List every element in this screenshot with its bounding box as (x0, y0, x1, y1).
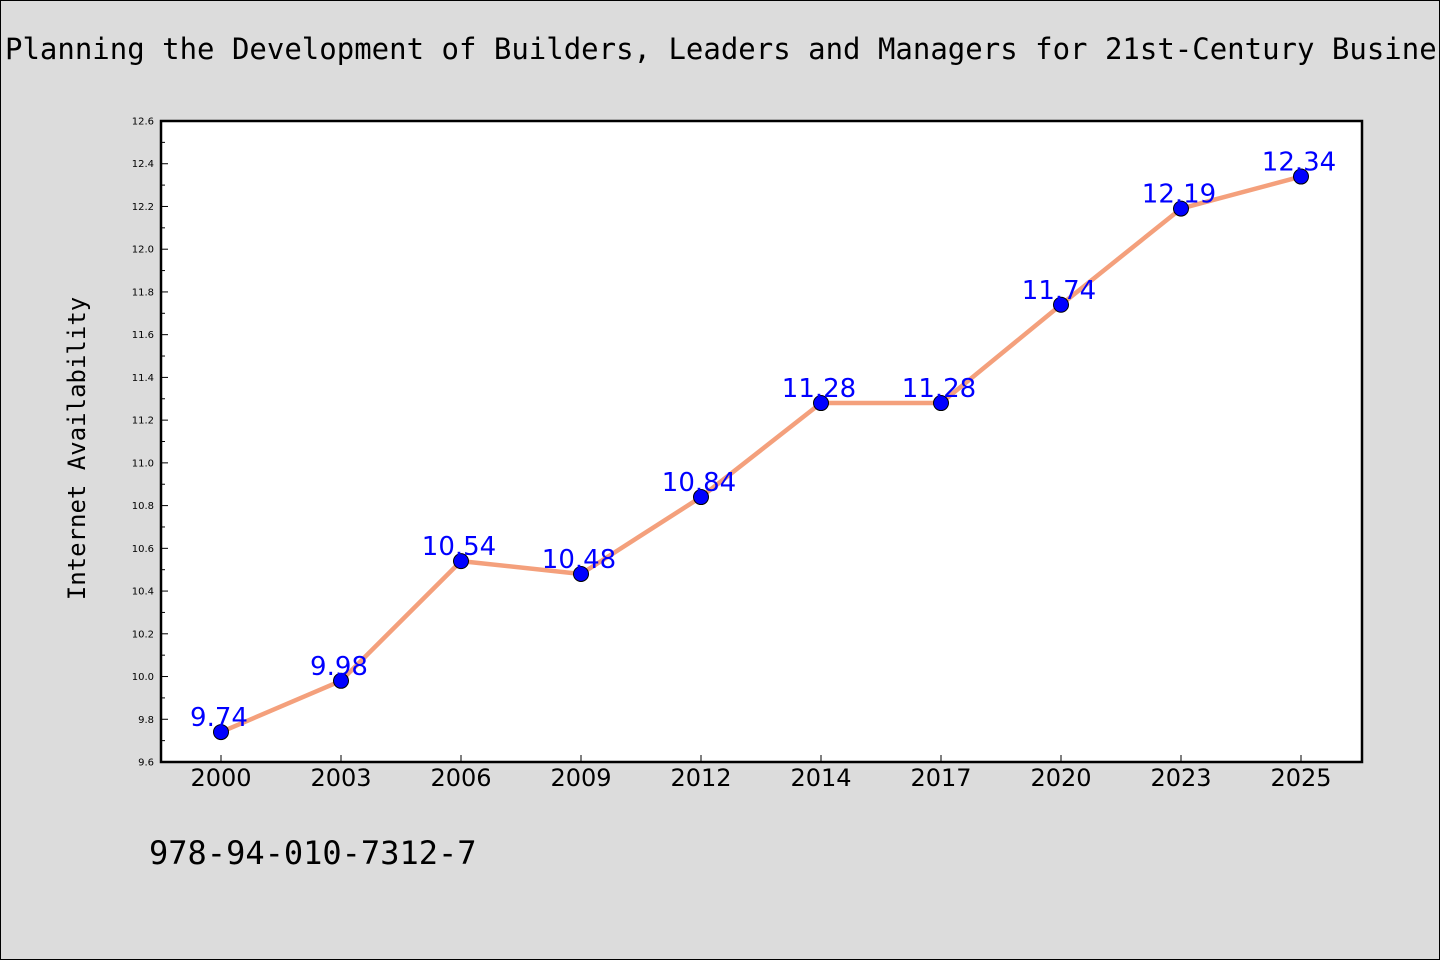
chart-title: Planning the Development of Builders, Le… (5, 32, 1440, 66)
data-label: 12.34 (1262, 148, 1336, 178)
x-tick-label: 2006 (430, 764, 491, 792)
x-tick-label: 2025 (1270, 764, 1331, 792)
x-tick-label: 2003 (310, 764, 371, 792)
y-tick-label: 10.4 (132, 587, 154, 598)
plot-area (159, 119, 1364, 764)
data-point (813, 395, 829, 412)
data-label: 11.28 (902, 374, 976, 404)
data-point (1293, 168, 1309, 185)
isbn-label: 978-94-010-7312-7 (149, 834, 477, 872)
y-tick-label: 10.2 (132, 629, 154, 640)
data-point (333, 672, 349, 689)
data-point (1053, 296, 1069, 313)
data-label: 9.98 (310, 652, 368, 682)
x-tick-label: 2017 (910, 764, 971, 792)
y-tick-label: 10.8 (132, 501, 154, 512)
data-point (573, 565, 589, 582)
y-tick-label: 12.2 (132, 202, 154, 213)
y-axis-title: Internet Availability (63, 297, 91, 600)
y-tick-label: 10.0 (132, 672, 154, 683)
y-tick-label: 10.6 (132, 544, 154, 555)
y-tick-label: 12.4 (132, 159, 154, 170)
x-tick-label: 2023 (1150, 764, 1211, 792)
x-tick-label: 2009 (550, 764, 611, 792)
data-label: 11.28 (782, 374, 856, 404)
data-label: 9.74 (190, 703, 248, 733)
data-point (693, 489, 709, 506)
x-tick-label: 2020 (1030, 764, 1091, 792)
y-tick-label: 9.8 (138, 715, 154, 726)
y-tick-label: 11.6 (132, 330, 154, 341)
x-tick-label: 2000 (190, 764, 251, 792)
data-label: 10.54 (422, 532, 496, 562)
data-label: 12.19 (1142, 180, 1216, 210)
y-tick-label: 11.8 (132, 287, 154, 298)
y-tick-label: 9.6 (138, 758, 154, 769)
x-tick-label: 2014 (790, 764, 851, 792)
data-label: 11.74 (1022, 276, 1096, 306)
data-point (213, 724, 229, 741)
data-point (1173, 200, 1189, 217)
x-tick-label: 2012 (670, 764, 731, 792)
series-line (220, 174, 1302, 735)
y-tick-label: 11.0 (132, 458, 154, 469)
data-label: 10.84 (662, 468, 736, 498)
data-label: 10.48 (542, 545, 616, 575)
data-point (453, 553, 469, 570)
y-tick-label: 12.6 (132, 117, 154, 128)
y-tick-label: 12.0 (132, 245, 154, 256)
y-tick-label: 11.2 (132, 416, 154, 427)
y-tick-label: 11.4 (132, 373, 154, 384)
data-point (933, 395, 949, 412)
